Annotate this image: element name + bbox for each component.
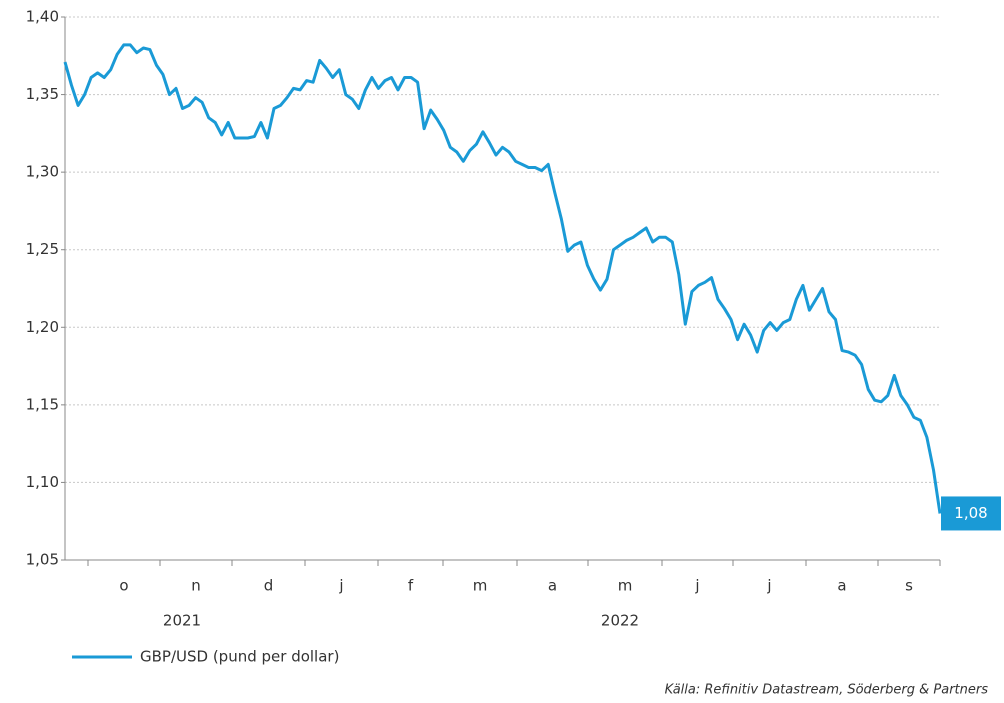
y-tick-label: 1,20 — [26, 318, 59, 336]
value-label-box — [941, 496, 1001, 531]
x-tick-label: m — [473, 577, 488, 595]
year-label: 2021 — [163, 612, 201, 630]
y-tick-label: 1,10 — [26, 473, 59, 491]
x-tick-label: s — [905, 577, 913, 595]
year-label: 2022 — [601, 612, 639, 630]
x-tick-label: o — [119, 577, 128, 595]
x-tick-label: d — [264, 577, 274, 595]
y-tick-label: 1,25 — [26, 240, 59, 258]
value-label: 1,08 — [954, 504, 987, 522]
legend-label: GBP/USD (pund per dollar) — [140, 648, 339, 666]
x-tick-label: j — [694, 577, 699, 595]
y-tick-label: 1,05 — [26, 551, 59, 569]
x-tick-label: m — [618, 577, 633, 595]
x-tick-label: a — [837, 577, 846, 595]
y-tick-label: 1,15 — [26, 395, 59, 413]
data-line — [63, 43, 942, 514]
y-tick-label: 1,30 — [26, 163, 59, 181]
y-tick-label: 1,35 — [26, 85, 59, 103]
x-tick-label: j — [766, 577, 771, 595]
y-tick-label: 1,40 — [26, 8, 59, 26]
source-note: Källa: Refinitiv Datastream, Söderberg &… — [665, 683, 989, 698]
x-tick-label: f — [408, 577, 414, 595]
x-tick-label: a — [548, 577, 557, 595]
x-tick-label: j — [338, 577, 343, 595]
x-tick-label: n — [191, 577, 201, 595]
